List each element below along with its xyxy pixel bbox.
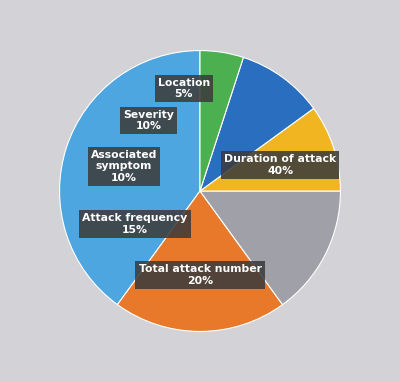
Text: Total attack number
20%: Total attack number 20% (138, 264, 262, 286)
Text: Location
5%: Location 5% (158, 78, 210, 99)
Wedge shape (200, 50, 244, 191)
Wedge shape (60, 50, 200, 304)
Text: Duration of attack
40%: Duration of attack 40% (224, 154, 336, 176)
Text: Severity
10%: Severity 10% (123, 110, 174, 131)
Wedge shape (200, 57, 314, 191)
Text: Attack frequency
15%: Attack frequency 15% (82, 214, 188, 235)
Wedge shape (200, 191, 340, 304)
Wedge shape (200, 108, 340, 191)
Text: Associated
symptom
10%: Associated symptom 10% (91, 150, 157, 183)
Wedge shape (118, 191, 282, 332)
